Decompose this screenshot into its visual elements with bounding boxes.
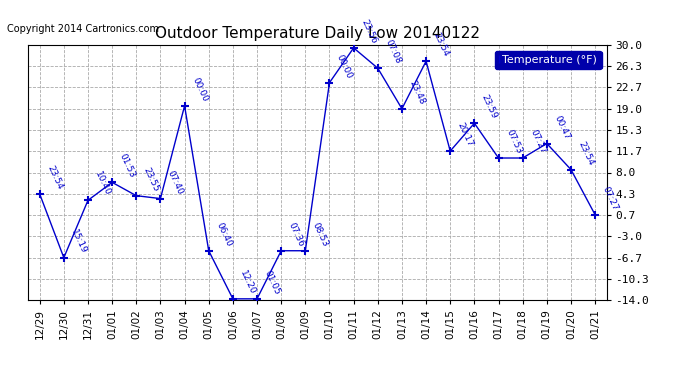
Text: 15:19: 15:19 (70, 228, 88, 255)
Text: 23:59: 23:59 (480, 93, 499, 120)
Text: 00:00: 00:00 (190, 76, 209, 103)
Title: Outdoor Temperature Daily Low 20140122: Outdoor Temperature Daily Low 20140122 (155, 26, 480, 41)
Text: 23:54: 23:54 (577, 140, 595, 167)
Text: 00:47: 00:47 (553, 114, 571, 141)
Text: 08:53: 08:53 (311, 221, 330, 248)
Text: 06:40: 06:40 (215, 221, 233, 248)
Text: 07:27: 07:27 (601, 185, 620, 212)
Text: 23:56: 23:56 (359, 18, 378, 45)
Text: 01:05: 01:05 (263, 269, 282, 296)
Text: 23:48: 23:48 (408, 79, 426, 106)
Text: 07:36: 07:36 (287, 221, 306, 248)
Legend: Temperature (°F): Temperature (°F) (495, 51, 602, 69)
Text: 07:53: 07:53 (504, 128, 523, 155)
Text: 01:53: 01:53 (118, 152, 137, 180)
Text: Copyright 2014 Cartronics.com: Copyright 2014 Cartronics.com (7, 24, 159, 34)
Text: 12:20: 12:20 (239, 269, 257, 296)
Text: 23:55: 23:55 (142, 166, 161, 193)
Text: 07:08: 07:08 (384, 38, 402, 65)
Text: 10:40: 10:40 (94, 170, 112, 198)
Text: 23:54: 23:54 (46, 164, 64, 191)
Text: 07:27: 07:27 (529, 128, 547, 155)
Text: 23:54: 23:54 (432, 32, 451, 58)
Text: 07:40: 07:40 (166, 169, 185, 196)
Text: 00:00: 00:00 (335, 53, 354, 80)
Text: 20:17: 20:17 (456, 121, 475, 148)
